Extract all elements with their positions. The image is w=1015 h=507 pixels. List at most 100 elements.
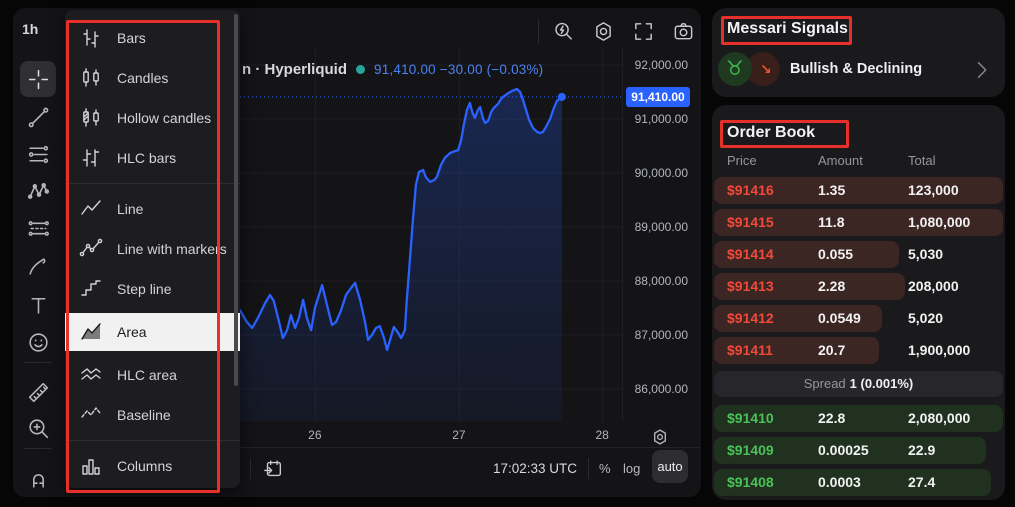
menu-item-label: HLC bars	[117, 150, 177, 166]
columns-icon	[82, 459, 100, 475]
depth-bar	[714, 241, 899, 268]
auto-scale-button[interactable]: auto	[652, 450, 688, 483]
menu-item-area[interactable]: Area	[65, 313, 240, 351]
tool-fib-retracement[interactable]	[20, 136, 56, 172]
ask-row[interactable]: $91414 0.055 5,030	[714, 241, 1003, 268]
toolbar-separator	[538, 19, 539, 44]
brush-icon	[28, 257, 45, 275]
menu-item-label: Baseline	[117, 407, 171, 423]
column-header-price: Price	[727, 153, 757, 168]
bottom-separator-1	[250, 458, 251, 479]
crosshair-icon	[28, 69, 48, 89]
line-icon	[81, 200, 101, 215]
chart-legend: n · Hyperliquid 91,410.00 −30.00 (−0.03%…	[242, 61, 543, 78]
ask-row[interactable]: $91416 1.35 123,000	[714, 177, 1003, 204]
menu-item-label: Area	[117, 324, 147, 340]
column-header-amount: Amount	[818, 153, 863, 168]
ask-row[interactable]: $91412 0.0549 5,020	[714, 305, 1003, 332]
tool-ruler[interactable]	[20, 374, 56, 410]
camera-icon	[674, 22, 692, 39]
menu-item-label: Line with markers	[117, 241, 227, 257]
candles-icon	[83, 68, 99, 87]
tool-text[interactable]	[20, 287, 56, 323]
fullscreen-button[interactable]	[629, 17, 657, 45]
depth-bar	[714, 177, 1003, 204]
total-cell: 208,000	[908, 278, 959, 294]
price-tick-label: 90,000.00	[634, 166, 688, 180]
price-cell: $91412	[727, 310, 774, 326]
menu-item-baseline[interactable]: Baseline	[65, 395, 240, 435]
hollow-candles-icon	[83, 108, 99, 127]
menu-item-hlc-bars[interactable]: HLC bars	[65, 138, 240, 178]
price-cell: $91415	[727, 214, 774, 230]
menu-item-label: Candles	[117, 70, 169, 86]
area-icon	[81, 323, 101, 340]
messari-signals-title: Messari Signals	[727, 20, 848, 37]
log-scale-button[interactable]: log	[623, 461, 641, 476]
menu-item-label: Hollow candles	[117, 110, 212, 126]
timeframe-button[interactable]: 1h	[22, 21, 39, 37]
bid-row[interactable]: $91409 0.00025 22.9	[714, 437, 1003, 464]
menu-item-hollow-candles[interactable]: Hollow candles	[65, 98, 240, 138]
amount-cell: 11.8	[818, 214, 845, 230]
chevron-right-icon	[977, 61, 987, 79]
hlc-bars-icon	[82, 149, 100, 167]
amount-cell: 0.0549	[818, 310, 861, 326]
price-chart[interactable]	[240, 48, 622, 425]
bid-row[interactable]: $91408 0.0003 27.4	[714, 469, 1003, 496]
clock-utc[interactable]: 17:02:33 UTC	[492, 461, 577, 476]
price-cell: $91410	[727, 410, 774, 426]
tool-brush[interactable]	[20, 248, 56, 284]
menu-item-step-line[interactable]: Step line	[65, 269, 240, 309]
sidebar-divider	[24, 448, 52, 449]
menu-item-line[interactable]: Line	[65, 189, 240, 229]
time-axis-settings-icon[interactable]	[649, 426, 671, 448]
camera-button[interactable]	[669, 17, 697, 45]
menu-item-columns[interactable]: Columns	[65, 446, 240, 486]
price-tick-label: 89,000.00	[634, 220, 688, 234]
spread-row: Spread 1 (0.001%)	[714, 371, 1003, 397]
percent-scale-button[interactable]: %	[599, 461, 611, 476]
menu-item-line-with-markers[interactable]: Line with markers	[65, 229, 240, 269]
tool-crosshair[interactable]	[20, 61, 56, 97]
tool-magnet[interactable]	[20, 460, 56, 496]
total-cell: 123,000	[908, 182, 959, 198]
menu-item-hlc-area[interactable]: HLC area	[65, 355, 240, 395]
tool-long-position[interactable]	[20, 210, 56, 246]
depth-bar	[714, 437, 986, 464]
total-cell: 27.4	[908, 474, 936, 490]
order-book-panel	[712, 105, 1005, 500]
tool-trend-line[interactable]	[20, 99, 56, 135]
ask-row[interactable]: $91411 20.7 1,900,000	[714, 337, 1003, 364]
tool-xabcd-pattern[interactable]	[20, 173, 56, 209]
chevron-right-icon[interactable]	[972, 59, 992, 79]
menu-item-label: Columns	[117, 458, 173, 474]
ask-row[interactable]: $91415 11.8 1,080,000	[714, 209, 1003, 236]
tool-zoom-in[interactable]	[20, 410, 56, 446]
position-tool-icon	[28, 220, 49, 236]
symbol-label[interactable]: n · Hyperliquid	[242, 61, 347, 78]
menu-item-bars[interactable]: Bars	[65, 18, 240, 58]
menu-item-candles[interactable]: Candles	[65, 58, 240, 98]
total-cell: 2,080,000	[908, 410, 971, 426]
price-cell: $91414	[727, 246, 774, 262]
tool-emoji[interactable]	[20, 324, 56, 360]
bid-row[interactable]: $91410 22.8 2,080,000	[714, 405, 1003, 432]
market-status-dot	[356, 65, 365, 74]
amount-cell: 20.7	[818, 342, 846, 358]
menu-scrollbar[interactable]	[234, 14, 238, 386]
baseline-icon	[81, 407, 101, 418]
quick-search-button[interactable]	[549, 17, 577, 45]
price-axis-border	[622, 48, 623, 421]
line-markers-icon	[79, 238, 103, 257]
price-cell: $91411	[727, 342, 773, 358]
trendline-icon	[28, 107, 48, 127]
ask-row[interactable]: $91413 2.28 208,000	[714, 273, 1003, 300]
menu-divider	[65, 183, 240, 184]
menu-item-label: HLC area	[117, 367, 177, 383]
goto-date-button[interactable]	[259, 455, 287, 483]
settings-button[interactable]	[589, 17, 617, 45]
menu-divider	[65, 440, 240, 441]
column-header-total: Total	[908, 153, 936, 168]
